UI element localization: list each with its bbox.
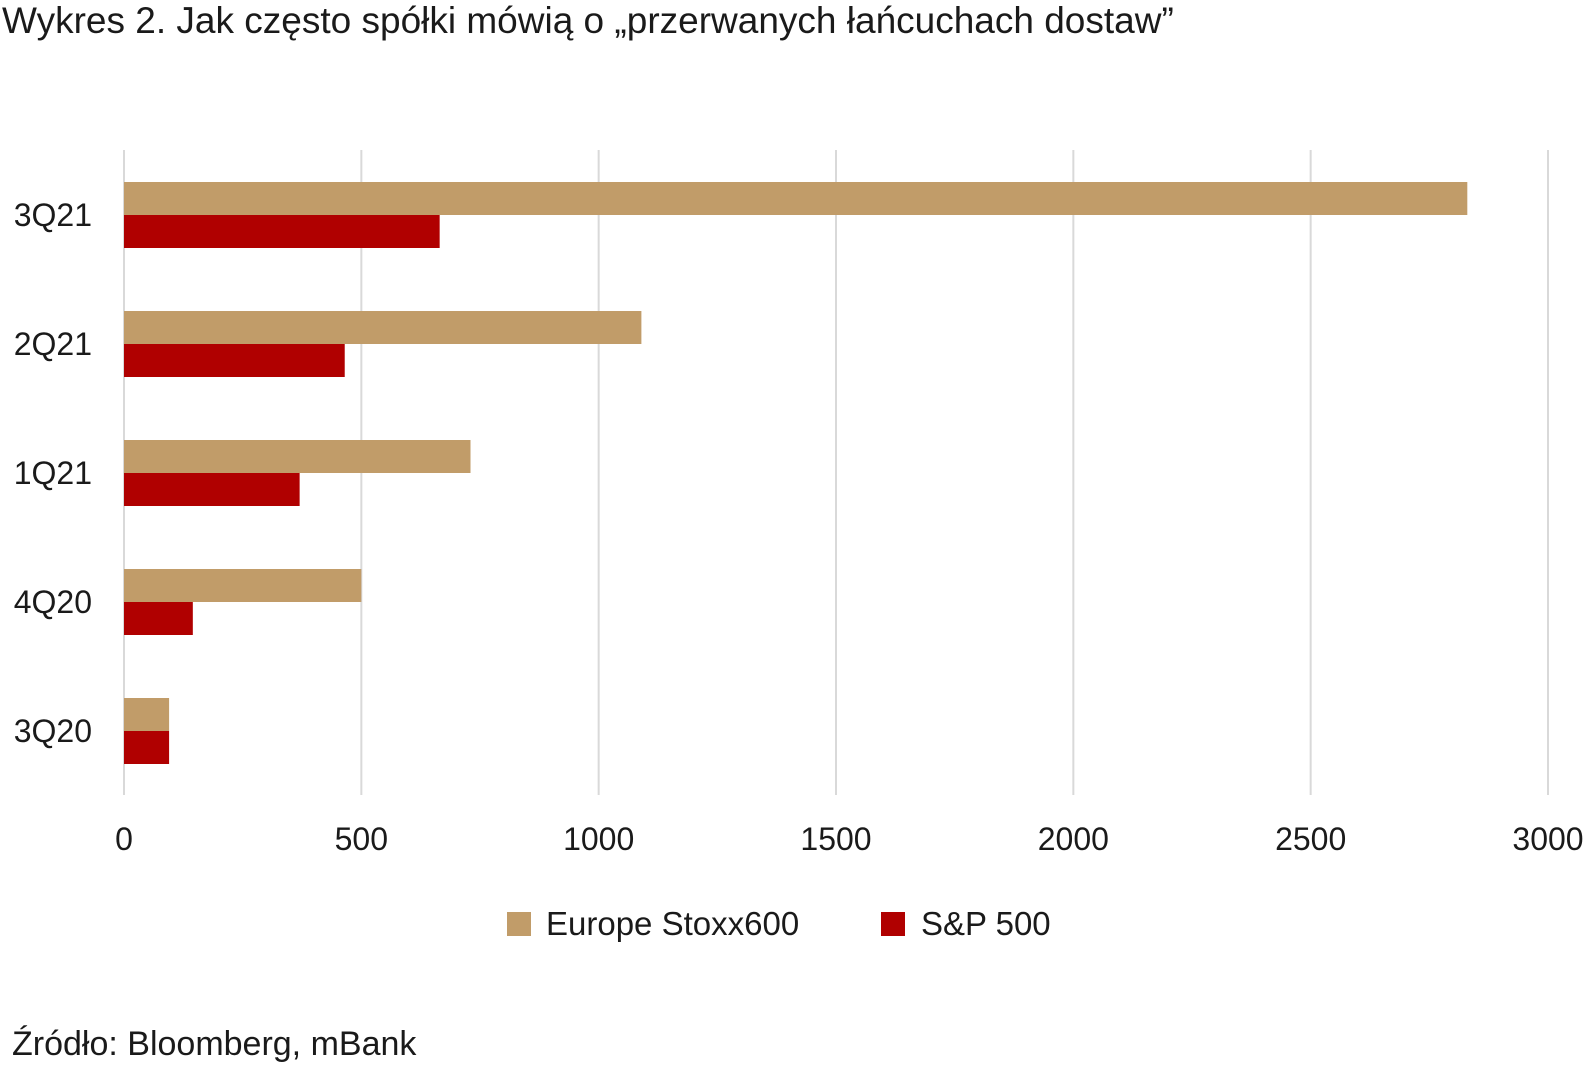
x-tick-label: 2500: [1275, 821, 1346, 857]
x-tick-label: 3000: [1512, 821, 1583, 857]
legend-label-sp500: S&P 500: [921, 905, 1051, 942]
bars: [124, 182, 1468, 764]
x-tick-label: 1500: [800, 821, 871, 857]
bar-4Q20-sp500: [124, 602, 193, 635]
x-tick-label: 500: [335, 821, 388, 857]
legend-swatch-sp500: [881, 912, 905, 936]
bar-2Q21-europe-stoxx600: [124, 311, 642, 344]
bar-3Q20-sp500: [124, 731, 170, 764]
x-tick-label: 1000: [563, 821, 634, 857]
x-tick-label: 0: [115, 821, 133, 857]
category-label: 2Q21: [14, 326, 92, 362]
bar-1Q21-sp500: [124, 473, 300, 506]
bar-4Q20-europe-stoxx600: [124, 569, 362, 602]
category-labels: 3Q21 2Q21 1Q21 4Q20 3Q20: [14, 197, 92, 749]
bar-3Q20-europe-stoxx600: [124, 698, 170, 731]
x-tick-labels: 0 500 1000 1500 2000 2500 3000: [115, 821, 1583, 857]
chart-title: Wykres 2. Jak często spółki mówią o „prz…: [2, 0, 1174, 41]
x-tick-label: 2000: [1038, 821, 1109, 857]
legend-label-europe-stoxx600: Europe Stoxx600: [546, 905, 799, 942]
legend: Europe Stoxx600 S&P 500: [507, 905, 1051, 942]
source-note: Źródło: Bloomberg, mBank: [12, 1025, 417, 1063]
legend-swatch-europe-stoxx600: [507, 912, 531, 936]
bar-1Q21-europe-stoxx600: [124, 440, 471, 473]
category-label: 1Q21: [14, 455, 92, 491]
bar-3Q21-europe-stoxx600: [124, 182, 1468, 215]
category-label: 3Q21: [14, 197, 92, 233]
bar-3Q21-sp500: [124, 215, 440, 248]
category-label: 4Q20: [14, 584, 92, 620]
category-label: 3Q20: [14, 713, 92, 749]
bar-2Q21-sp500: [124, 344, 345, 377]
